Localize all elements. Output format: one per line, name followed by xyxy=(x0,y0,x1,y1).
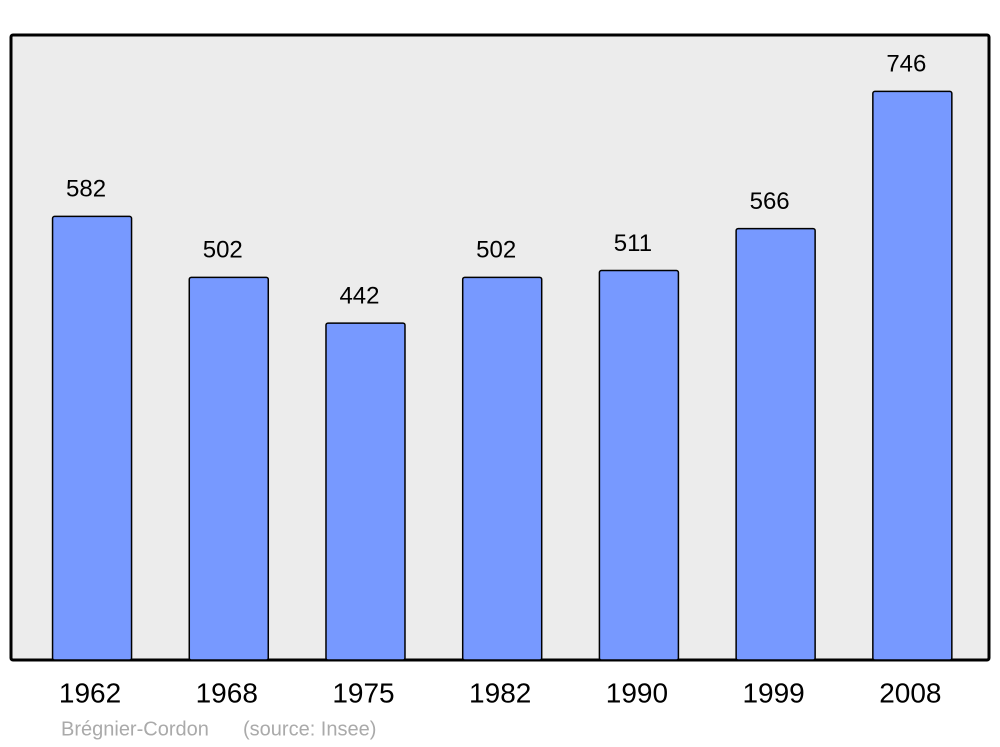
x-tick-label: 2008 xyxy=(879,677,941,708)
value-label: 746 xyxy=(886,51,926,78)
x-tick-label: 1990 xyxy=(606,677,668,708)
value-label: 502 xyxy=(203,237,243,264)
bar xyxy=(51,215,133,661)
value-label: 442 xyxy=(339,282,379,309)
place-caption: Brégnier-Cordon xyxy=(61,718,209,740)
value-label: 566 xyxy=(750,188,790,215)
x-tick-label: 1968 xyxy=(196,677,258,708)
bar xyxy=(325,322,406,661)
bar xyxy=(872,90,953,661)
bar xyxy=(598,269,680,661)
x-tick-label: 1982 xyxy=(469,677,531,708)
x-tick-label: 1975 xyxy=(332,677,394,708)
bar xyxy=(461,276,543,661)
x-tick-label: 1962 xyxy=(59,677,121,708)
bar xyxy=(735,227,816,661)
x-tick-label: 1999 xyxy=(742,677,804,708)
value-label: 582 xyxy=(66,176,106,203)
source-caption: (source: Insee) xyxy=(243,718,376,740)
bar xyxy=(188,276,270,661)
value-label: 511 xyxy=(614,230,652,257)
value-label: 502 xyxy=(476,237,516,264)
